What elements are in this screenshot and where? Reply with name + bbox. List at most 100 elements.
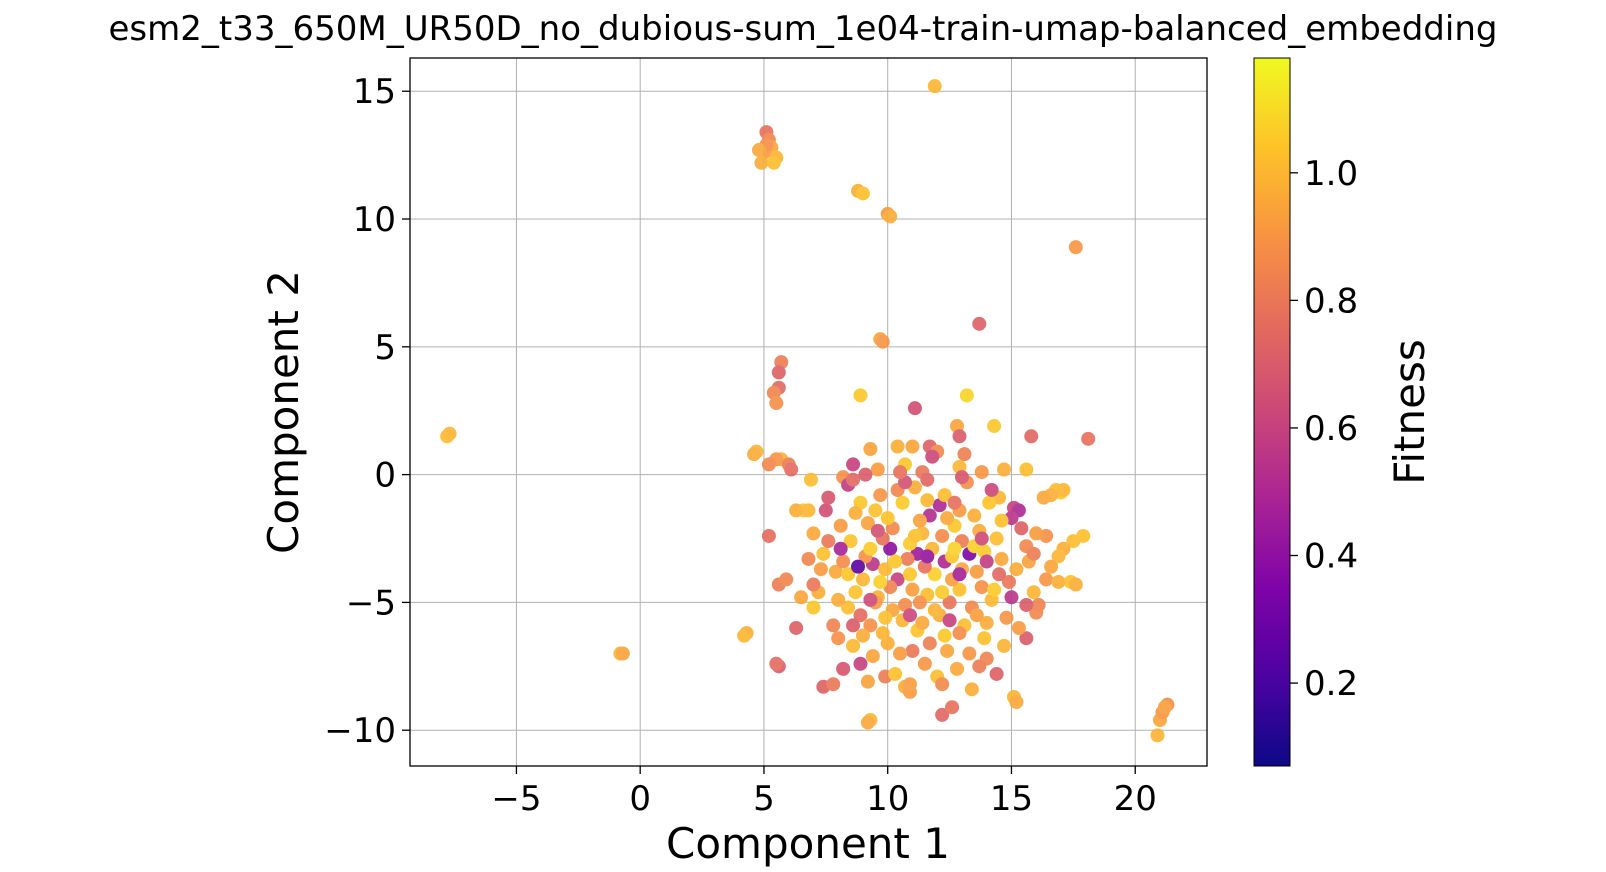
- scatter-point: [942, 613, 957, 628]
- scatter-point: [831, 592, 846, 607]
- scatter-point: [1024, 429, 1039, 444]
- grid: [410, 58, 1207, 766]
- scatter-point: [1056, 482, 1071, 497]
- scatter-point: [1031, 597, 1046, 612]
- scatter-point: [737, 628, 752, 643]
- scatter-point: [935, 707, 950, 722]
- scatter-point: [935, 528, 950, 543]
- scatter-point: [836, 661, 851, 676]
- scatter-point: [1044, 559, 1059, 574]
- scatter-point: [846, 618, 861, 633]
- colorbar: [1253, 57, 1291, 767]
- x-tick-label: 15: [990, 779, 1033, 819]
- scatter-point: [1026, 585, 1041, 600]
- scatter-point: [1004, 590, 1019, 605]
- scatter-point: [905, 582, 920, 597]
- scatter-point: [878, 562, 893, 577]
- scatter-point: [769, 656, 784, 671]
- scatter-point: [826, 677, 841, 692]
- scatter-point: [853, 608, 868, 623]
- plot-frame: [409, 57, 1208, 767]
- scatter-point: [974, 465, 989, 480]
- y-tick-label: −5: [346, 583, 396, 623]
- scatter-point: [945, 700, 960, 715]
- scatter-point: [935, 677, 950, 692]
- x-tick-label: 10: [866, 779, 909, 819]
- scatter-point: [952, 582, 967, 597]
- x-tick-label: −5: [491, 779, 541, 819]
- scatter-point: [875, 334, 890, 349]
- scatter-point: [833, 518, 848, 533]
- scatter-point: [865, 649, 880, 664]
- scatter-point: [836, 554, 851, 569]
- scatter-point: [1039, 572, 1054, 587]
- colorbar-tick-label: 0.2: [1304, 664, 1358, 704]
- scatter-point: [863, 618, 878, 633]
- scatter-point: [972, 316, 987, 331]
- scatter-point: [789, 620, 804, 635]
- scatter-point: [982, 495, 997, 510]
- scatter-point: [821, 490, 836, 505]
- scatter-point: [747, 447, 762, 462]
- scatter-point: [942, 595, 957, 610]
- scatter-point: [801, 551, 816, 566]
- scatter-point: [860, 674, 875, 689]
- scatter-point: [937, 628, 952, 643]
- scatter-point: [947, 495, 962, 510]
- scatter-point: [615, 646, 630, 661]
- y-tick-label: 5: [374, 328, 396, 368]
- x-axis: −5 0 5 10 15 20: [491, 766, 1157, 819]
- scatter-point: [977, 631, 992, 646]
- scatter-point: [1011, 620, 1026, 635]
- scatter-point: [873, 488, 888, 503]
- scatter-point: [846, 457, 861, 472]
- scatter-point: [883, 541, 898, 556]
- scatter-point: [761, 457, 776, 472]
- scatter-point: [863, 442, 878, 457]
- scatter-point: [878, 610, 893, 625]
- scatter-point: [870, 462, 885, 477]
- y-tick-label: 10: [353, 200, 396, 240]
- scatter-point: [873, 574, 888, 589]
- scatter-point: [950, 661, 965, 676]
- scatter-point: [984, 482, 999, 497]
- scatter-point: [863, 541, 878, 556]
- scatter-point: [920, 549, 935, 564]
- scatter-point: [912, 595, 927, 610]
- scatter-point: [813, 562, 828, 577]
- scatter-point: [801, 503, 816, 518]
- scatter-point: [442, 426, 457, 441]
- scatter-point: [962, 646, 977, 661]
- scatter-point: [855, 186, 870, 201]
- scatter-point: [1019, 597, 1034, 612]
- scatter-point: [846, 638, 861, 653]
- scatter-point: [794, 590, 809, 605]
- colorbar-axis: 0.2 0.4 0.6 0.8 1.0: [1290, 154, 1358, 704]
- scatter-point: [843, 534, 858, 549]
- scatter-point: [779, 572, 794, 587]
- scatter-point: [863, 592, 878, 607]
- scatter-point: [902, 677, 917, 692]
- scatter-point: [1029, 526, 1044, 541]
- scatter-point: [868, 503, 883, 518]
- scatter-point: [952, 626, 967, 641]
- scatter-point: [979, 615, 994, 630]
- scatter-point: [761, 528, 776, 543]
- scatter-point: [987, 419, 1002, 434]
- scatter-point: [1081, 431, 1096, 446]
- scatter-point: [999, 610, 1014, 625]
- scatter-point: [1051, 574, 1066, 589]
- scatter-point: [1026, 546, 1041, 561]
- scatter-point: [848, 505, 863, 520]
- scatter-point: [1019, 462, 1034, 477]
- scatter-point: [959, 388, 974, 403]
- x-tick-label: 5: [753, 779, 775, 819]
- scatter-point: [818, 503, 833, 518]
- scatter-point: [907, 401, 922, 416]
- scatter-point: [902, 608, 917, 623]
- scatter-point: [1036, 490, 1051, 505]
- scatter-point: [905, 643, 920, 658]
- scatter-point: [860, 516, 875, 531]
- scatter-point: [806, 526, 821, 541]
